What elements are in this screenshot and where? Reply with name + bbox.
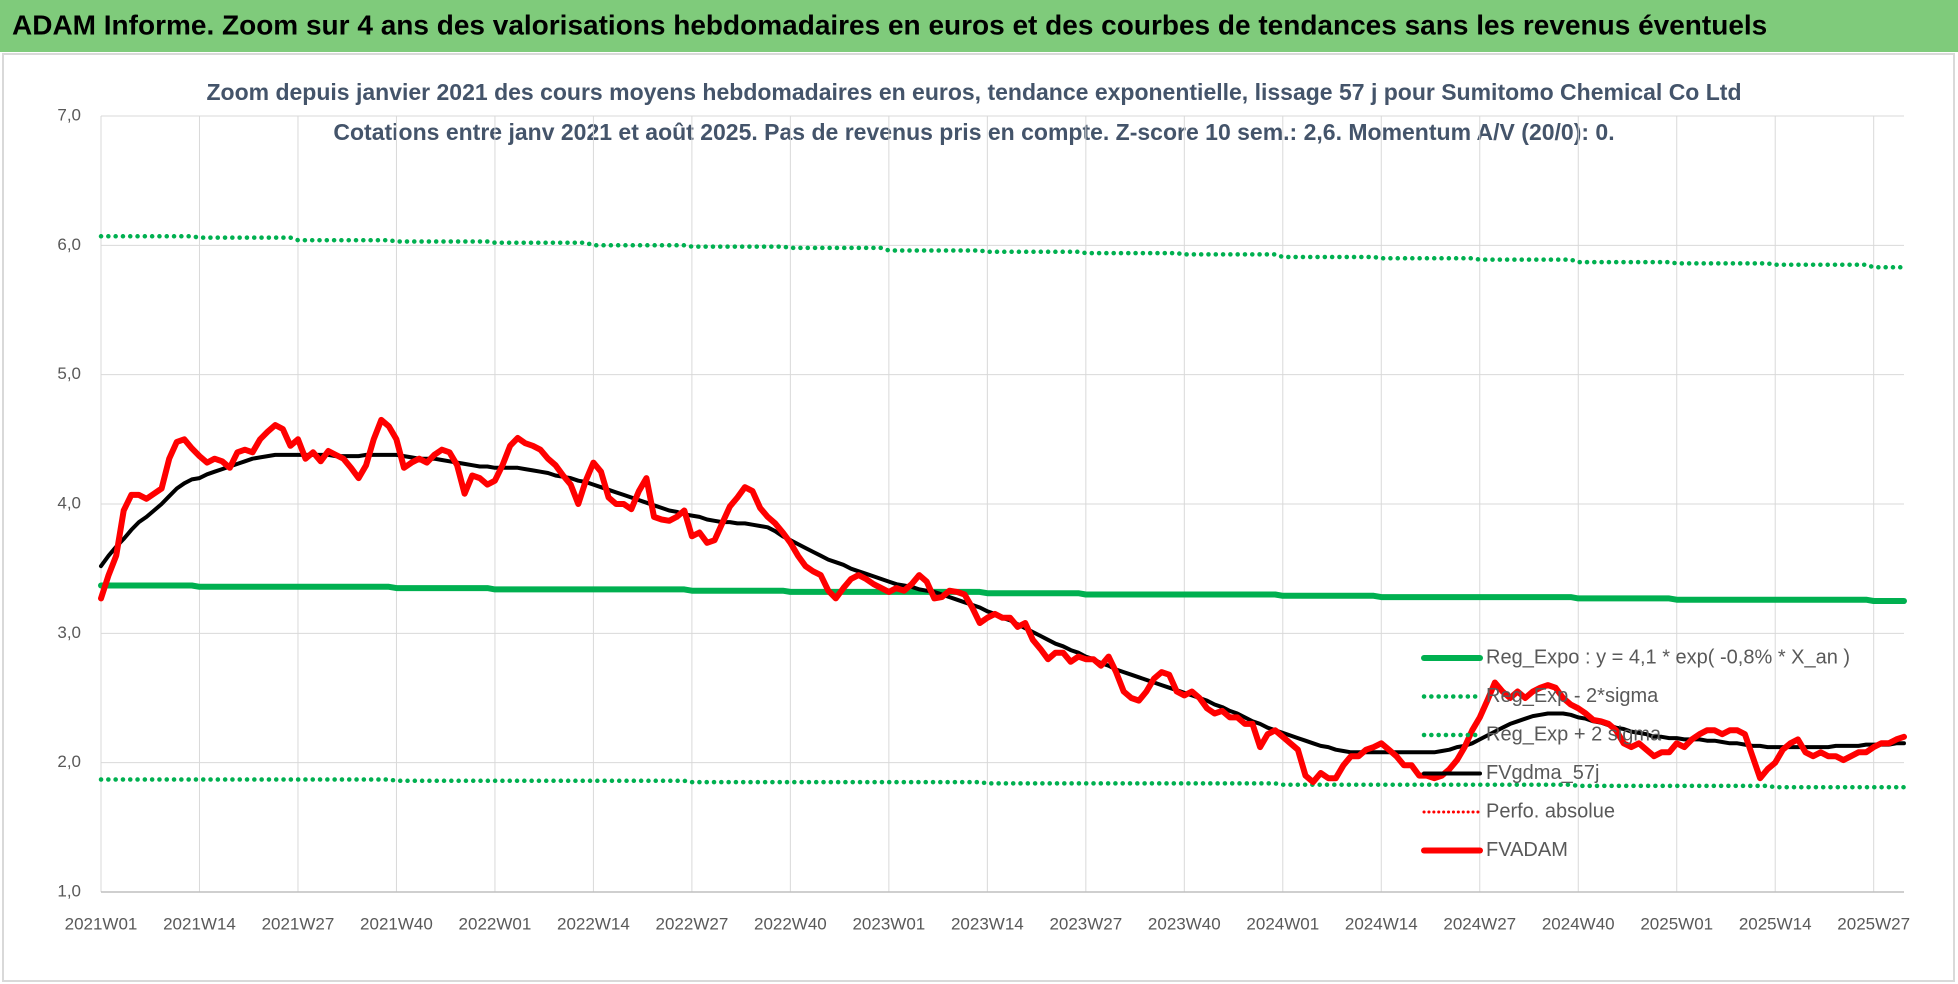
legend-label: FVADAM [1486,839,1568,861]
x-tick-label: 2023W27 [1049,914,1122,933]
chart-subtitle: Cotations entre janv 2021 et août 2025. … [333,119,1614,145]
x-tick-label: 2025W01 [1640,914,1713,933]
x-tick-label: 2023W40 [1148,914,1221,933]
y-tick-label: 4,0 [57,493,81,512]
x-tick-label: 2021W40 [360,914,433,933]
legend-label: Perfo. absolue [1486,800,1615,822]
series-line [98,234,1907,270]
series-line [98,582,1907,604]
plot [98,234,1907,790]
x-tick-label: 2022W40 [754,914,827,933]
chart-frame [2,53,1955,982]
page-title: ADAM Informe. Zoom sur 4 ans des valoris… [12,9,1767,40]
chart-title: Zoom depuis janvier 2021 des cours moyen… [206,79,1741,105]
legend-label: Reg_Exp - 2*sigma [1486,685,1659,707]
y-tick-label: 3,0 [57,623,81,642]
x-tick-label: 2025W14 [1739,914,1812,933]
x-tick-label: 2024W14 [1345,914,1418,933]
x-tick-label: 2023W14 [951,914,1024,933]
y-tick-label: 2,0 [57,752,81,771]
y-tick-label: 6,0 [57,235,81,254]
x-tick-label: 2024W40 [1542,914,1615,933]
x-tick-label: 2021W27 [262,914,335,933]
x-tick-label: 2024W27 [1443,914,1516,933]
x-tick-label: 2024W01 [1246,914,1319,933]
y-tick-label: 1,0 [57,881,81,900]
legend-label: FVgdma_57j [1486,762,1599,784]
x-tick-label: 2022W27 [656,914,729,933]
series-line [98,777,1907,790]
legend-label: Reg_Exp + 2 sigma [1486,723,1662,745]
x-tick-label: 2023W01 [852,914,925,933]
legend-label: Reg_Expo : y = 4,1 * exp( -0,8% * X_an ) [1486,646,1850,668]
header-band [0,0,1958,52]
x-tick-label: 2022W14 [557,914,630,933]
y-tick-label: 7,0 [57,105,81,124]
y-tick-label: 5,0 [57,364,81,383]
x-tick-label: 2021W14 [163,914,236,933]
x-tick-label: 2021W01 [65,914,138,933]
x-tick-label: 2022W01 [459,914,532,933]
series-line [98,416,1907,786]
legend: Reg_Expo : y = 4,1 * exp( -0,8% * X_an )… [1421,646,1850,861]
x-tick-label: 2025W27 [1837,914,1910,933]
